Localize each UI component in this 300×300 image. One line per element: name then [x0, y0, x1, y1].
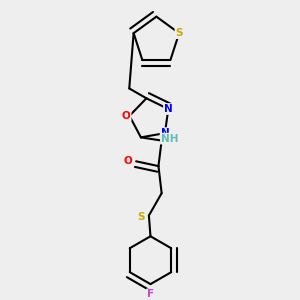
Text: S: S	[137, 212, 145, 222]
Text: N: N	[164, 104, 173, 114]
Text: O: O	[122, 111, 130, 121]
Text: S: S	[176, 28, 183, 38]
Text: O: O	[124, 156, 133, 166]
Text: NH: NH	[161, 134, 178, 144]
Text: F: F	[147, 289, 154, 299]
Text: N: N	[160, 128, 169, 138]
